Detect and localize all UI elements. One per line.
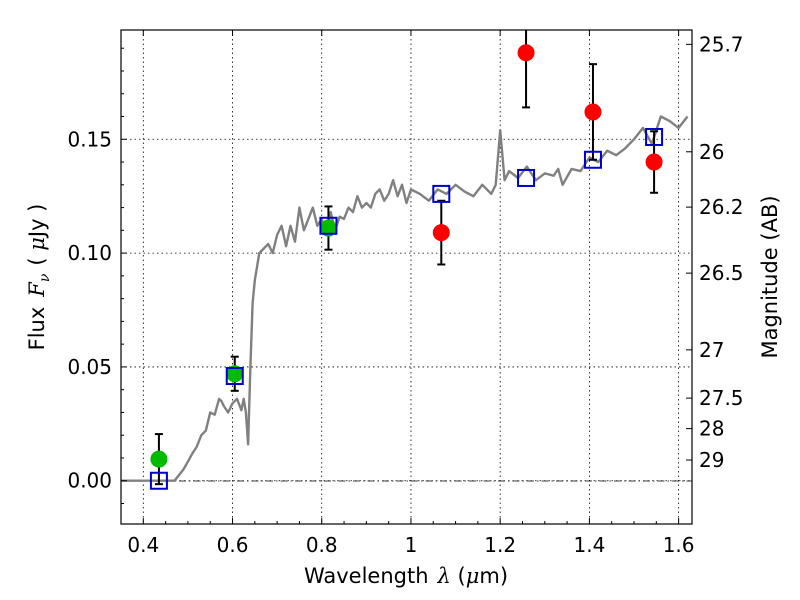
model-band-square xyxy=(517,168,536,187)
photometry-points xyxy=(149,30,664,490)
magnitude-axis-label: Magnitude (AB) xyxy=(758,195,782,358)
magnitude-tick-label: 26 xyxy=(699,140,724,164)
grid xyxy=(121,30,692,524)
y-axis-label: Flux Fν ( μJy ) xyxy=(25,204,53,351)
model-band-square xyxy=(432,184,451,203)
magnitude-tick-label: 26.5 xyxy=(699,261,744,285)
model-band-square xyxy=(583,150,602,169)
red-data-point xyxy=(432,224,450,242)
y-tick-label: 0.10 xyxy=(67,241,112,265)
x-tick-label: 1.6 xyxy=(663,533,695,557)
x-axis-lambda-symbol: λ xyxy=(437,564,451,588)
y-axis-unit-mu: μ xyxy=(25,237,49,251)
model-spectrum-line xyxy=(121,115,689,482)
magnitude-tick-label: 25.7 xyxy=(699,32,744,56)
y-axis-flux-subscript: ν xyxy=(37,273,53,282)
x-axis-unit-mu: μ xyxy=(466,564,480,588)
y-tick-label: 0.05 xyxy=(67,355,112,379)
green-data-point xyxy=(150,450,168,468)
y-tick-label: 0.00 xyxy=(67,469,112,493)
x-tick-label: 1.4 xyxy=(573,533,605,557)
x-axis-label-prefix: Wavelength xyxy=(304,564,429,588)
y-axis-unit-open: ( xyxy=(25,251,49,266)
model-spectrum xyxy=(121,115,689,482)
magnitude-tick-label: 27 xyxy=(699,338,724,362)
red-data-point xyxy=(517,44,535,62)
y-axis-flux-symbol: F xyxy=(25,281,49,298)
magnitude-tick-label: 27.5 xyxy=(699,386,744,410)
model-band-square xyxy=(645,127,664,146)
x-tick-label: 1.2 xyxy=(484,533,516,557)
x-axis-unit-rest: m) xyxy=(479,564,508,588)
magnitude-tick-label: 28 xyxy=(699,417,724,441)
axis-ticks: 0.4 0.6 0.8 1 1.2 1.4 1.6 0.00 0.05 0.10 0.15 25.7 2… xyxy=(67,30,744,557)
model-band-square xyxy=(319,216,338,235)
plot-frame xyxy=(120,29,693,525)
y-tick-label: 0.15 xyxy=(67,127,112,151)
x-axis-label: Wavelength λ (μm) xyxy=(304,564,508,588)
x-tick-label: 1 xyxy=(405,533,418,557)
model-band-square xyxy=(149,471,168,490)
model-band-square xyxy=(225,367,244,386)
x-tick-label: 0.4 xyxy=(127,533,159,557)
y-axis-unit-rest: Jy ) xyxy=(25,204,49,240)
x-tick-label: 0.6 xyxy=(217,533,249,557)
x-axis-unit-open: ( xyxy=(451,564,466,588)
red-data-point xyxy=(645,153,663,171)
red-data-point xyxy=(584,103,602,121)
x-tick-label: 0.8 xyxy=(306,533,338,557)
magnitude-tick-label: 29 xyxy=(699,448,724,472)
magnitude-tick-label: 26.2 xyxy=(699,195,744,219)
y-axis-label-prefix: Flux xyxy=(25,307,49,351)
